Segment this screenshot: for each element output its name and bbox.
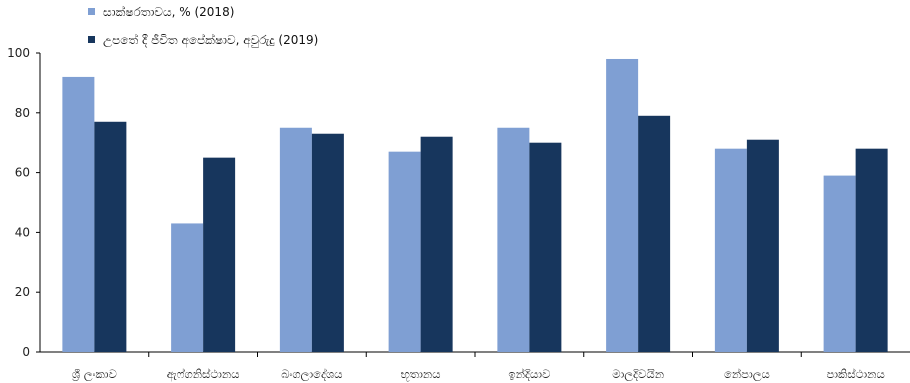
bar-life-expectancy [311, 133, 344, 352]
legend-swatch-life-expectancy [88, 36, 95, 43]
y-tick-label: 100 [7, 46, 30, 60]
legend-swatch-literacy [88, 8, 95, 15]
y-tick-label: 0 [22, 345, 30, 359]
bar-literacy [279, 127, 312, 352]
y-tick-labels: 0 20 40 60 80 100 [7, 46, 30, 359]
y-tick-label: 20 [15, 285, 30, 299]
legend: සාක්ෂරතාවය, % (2018) උපතේ දී ජීවිත අපේක්… [88, 5, 318, 48]
bar-life-expectancy [420, 136, 453, 352]
x-tick-label: ඇෆ්ගනිස්ථානය [167, 367, 241, 382]
bar-life-expectancy [203, 157, 236, 352]
bar-literacy [823, 175, 856, 352]
bar-literacy [606, 58, 639, 352]
bar-life-expectancy [746, 139, 779, 352]
bar-literacy [171, 223, 204, 352]
bar-life-expectancy [638, 115, 671, 352]
x-tick-label: මාලදිවයින [612, 367, 664, 382]
bars [62, 58, 888, 353]
x-tick-label: භූතානය [401, 367, 442, 381]
bar-literacy [62, 76, 95, 353]
x-tick-labels: ශ්‍රී ලංකාව ඇෆ්ගනිස්ථානය බංගලාදේශය භූතානය ඉන… [71, 367, 885, 382]
x-tick-label: බංගලාදේශය [281, 367, 343, 382]
y-tick-label: 80 [15, 106, 30, 120]
y-tick-label: 60 [15, 166, 30, 180]
bar-literacy [714, 148, 747, 352]
x-tick-label: පාකිස්ථානය [826, 367, 885, 381]
x-tick-label: ශ්‍රී ලංකාව [71, 367, 117, 382]
bar-life-expectancy [94, 121, 127, 353]
legend-label-life-expectancy: උපතේ දී ජීවිත අපේක්ෂාව, අවුරුදු (2019) [103, 33, 318, 48]
y-tick-label: 40 [15, 225, 30, 239]
bar-literacy [388, 151, 421, 352]
bar-life-expectancy [855, 148, 888, 352]
x-tick-label: ඉන්දියාව [508, 367, 551, 381]
legend-label-literacy: සාක්ෂරතාවය, % (2018) [103, 5, 234, 19]
bar-life-expectancy [529, 142, 562, 352]
bar-literacy [497, 127, 530, 352]
x-tick-label: නේපාලය [724, 367, 771, 382]
axes [36, 52, 910, 357]
